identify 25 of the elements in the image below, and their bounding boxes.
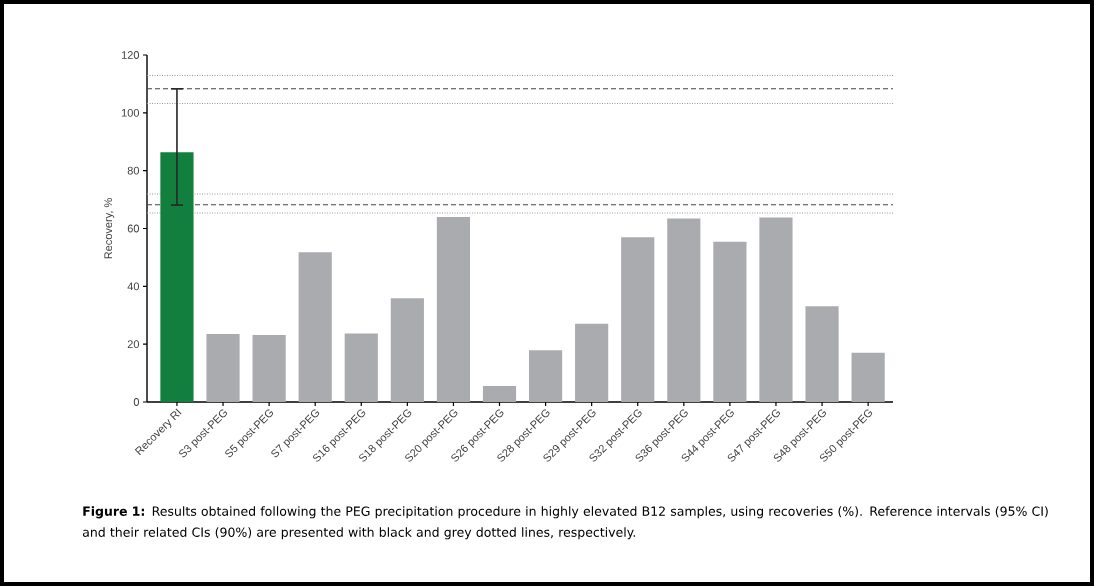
bar [713, 241, 747, 403]
y-tick-label: 0 [133, 398, 140, 406]
y-tick-label: 60 [127, 224, 140, 233]
bar [528, 350, 563, 403]
bar [851, 352, 885, 403]
bar [390, 298, 424, 403]
bar [160, 152, 194, 403]
bar [206, 334, 240, 403]
bar [667, 218, 701, 403]
y-tick-label: 40 [127, 282, 140, 291]
bar [436, 216, 471, 403]
y-tick-label: 120 [121, 51, 140, 59]
bar [344, 333, 378, 403]
y-axis-title: Recovery, % [104, 198, 115, 259]
y-tick-label: 80 [127, 166, 140, 175]
text: Figure 1: Results obtained following the PEG precipitation procedure in highly elevated B12 samples, using recoveries (%). Reference intervals (95% CI) and their related CIs (90%) are presented with black and grey dotted lines, respectively. [82, 506, 1048, 540]
y-tick-label: 100 [121, 108, 140, 117]
bar [298, 252, 332, 403]
bar [805, 306, 839, 403]
bar [482, 386, 517, 403]
bar [621, 237, 655, 403]
bar [252, 334, 286, 403]
bar [759, 217, 793, 403]
bar [575, 323, 609, 403]
y-tick-label: 20 [127, 340, 140, 349]
